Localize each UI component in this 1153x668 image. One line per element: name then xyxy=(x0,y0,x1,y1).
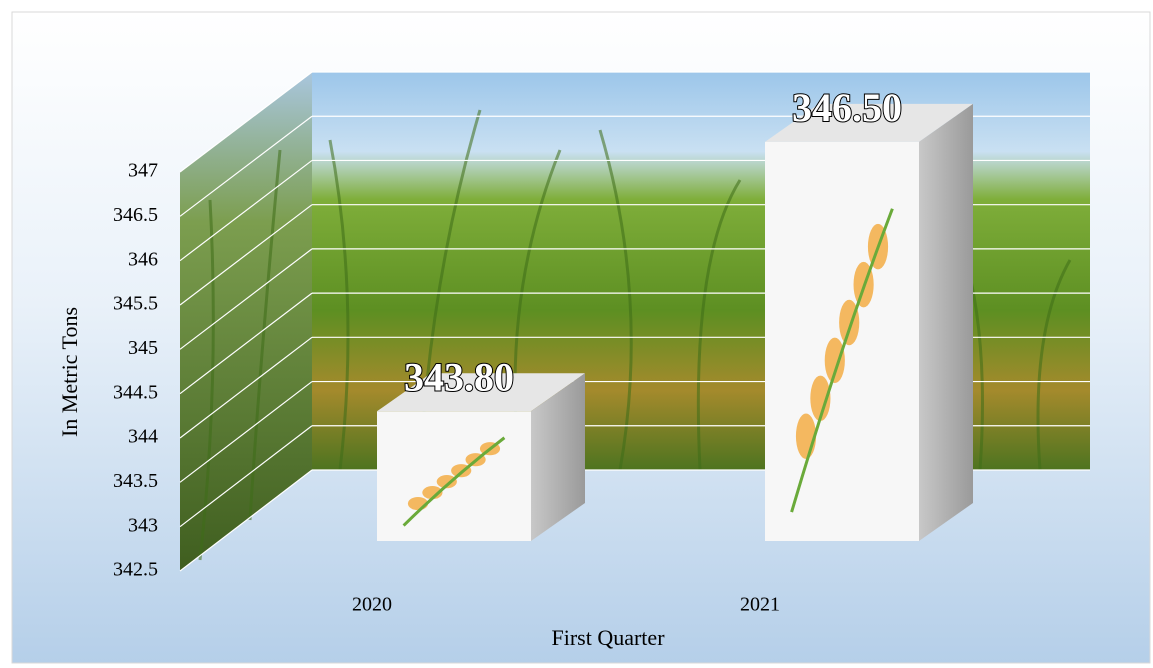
grid-line xyxy=(179,336,313,439)
bar xyxy=(765,141,919,541)
y-tick-label: 347 xyxy=(128,160,158,182)
bar-side xyxy=(919,103,973,541)
wheat-stem xyxy=(402,436,506,527)
wheat-grain xyxy=(824,337,845,384)
grid-line xyxy=(179,248,313,350)
grid-line xyxy=(179,469,313,572)
wheat-stem xyxy=(790,208,894,513)
y-tick-label: 345 xyxy=(128,337,158,359)
bar-side xyxy=(531,373,585,541)
grid-line xyxy=(179,425,313,528)
y-tick-label: 346.5 xyxy=(113,204,158,226)
y-tick-label: 343 xyxy=(128,514,158,536)
value-label: 343.80 xyxy=(404,354,514,399)
bar-top xyxy=(377,373,585,412)
x-tick-label: 2021 xyxy=(740,594,780,616)
wheat-grain xyxy=(436,475,457,489)
x-axis-title: First Quarter xyxy=(551,625,665,650)
grid-line xyxy=(179,292,313,395)
wheat-grain xyxy=(422,486,443,500)
grid-line xyxy=(179,204,313,306)
wheat-grain xyxy=(810,375,831,422)
x-tick-label: 2020 xyxy=(352,594,392,616)
bar xyxy=(377,411,531,541)
wheat-icon xyxy=(790,208,894,513)
y-tick-label: 343.5 xyxy=(113,470,158,492)
y-tick-label: 345.5 xyxy=(113,293,158,315)
y-tick-label: 344 xyxy=(128,426,158,448)
value-label: 346.50 xyxy=(792,85,902,130)
grid-line xyxy=(179,115,313,217)
grid-line xyxy=(179,71,313,173)
bar-top xyxy=(765,103,973,142)
y-tick-label: 346 xyxy=(128,248,158,270)
y-axis-title: In Metric Tons xyxy=(57,307,82,437)
side-wall xyxy=(180,72,312,571)
y-tick-label: 344.5 xyxy=(113,381,158,403)
grid-line xyxy=(179,159,313,262)
grid-line xyxy=(179,381,313,483)
wheat-icon xyxy=(402,436,506,527)
y-tick-label: 342.5 xyxy=(113,559,158,581)
